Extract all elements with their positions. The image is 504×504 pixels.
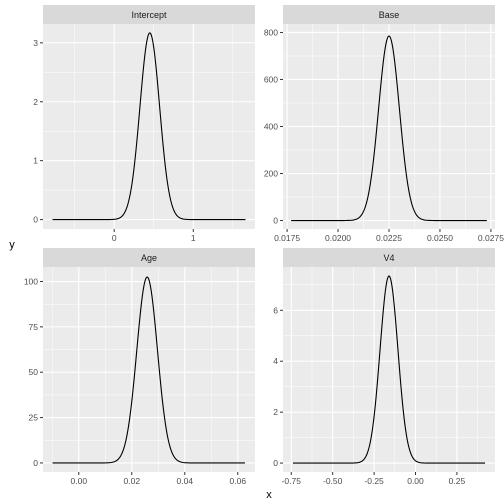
facet-panel-intercept: Intercept 0 1 0 1 2 3 bbox=[33, 5, 255, 243]
facet-strip bbox=[43, 248, 255, 267]
x-tick-label: 0.0200 bbox=[325, 233, 351, 243]
x-tick-label: -0.50 bbox=[323, 476, 343, 486]
x-tick-label: 0.25 bbox=[449, 476, 466, 486]
y-tick-label: 75 bbox=[29, 322, 39, 332]
density-curve bbox=[52, 32, 246, 221]
x-tick-label: 0.0275 bbox=[478, 233, 504, 243]
y-tick-label: 3 bbox=[33, 38, 38, 48]
facet-strip bbox=[283, 248, 495, 267]
x-axis-title: x bbox=[266, 489, 272, 501]
x-tick-label: 0.0250 bbox=[427, 233, 453, 243]
y-tick-label: 2 bbox=[33, 97, 38, 107]
y-tick-label: 0 bbox=[33, 215, 38, 225]
y-axis-title: y bbox=[9, 239, 15, 251]
x-tick-label: 0.00 bbox=[71, 476, 88, 486]
plot-panel-background bbox=[283, 267, 495, 472]
y-tick-label: 800 bbox=[264, 27, 278, 37]
x-tick-label: 0.02 bbox=[124, 476, 141, 486]
facet-strip-label: Age bbox=[141, 253, 157, 263]
facet-panel-base: Base 0.0175 0.0200 0.0225 0.0250 0.0275 0 200 40… bbox=[264, 5, 504, 243]
x-tick-label: 1 bbox=[191, 233, 196, 243]
y-tick-label: 2 bbox=[273, 407, 278, 417]
y-tick-label: 1 bbox=[33, 156, 38, 166]
y-tick-label: 0 bbox=[273, 458, 278, 468]
x-tick-label: -0.75 bbox=[282, 476, 302, 486]
facet-strip bbox=[43, 5, 255, 24]
y-tick-label: 50 bbox=[29, 367, 39, 377]
y-tick-label: 400 bbox=[264, 122, 278, 132]
x-tick-label: 0.04 bbox=[177, 476, 194, 486]
x-tick-label: 0 bbox=[112, 233, 117, 243]
facet-panel-v4: V4 -0.75 -0.50 -0.25 0.00 0.25 0 2 4 6 bbox=[273, 248, 495, 486]
x-tick-label: 0.06 bbox=[230, 476, 247, 486]
y-tick-label: 100 bbox=[24, 277, 38, 287]
density-curve bbox=[52, 276, 245, 464]
y-tick-label: 0 bbox=[273, 216, 278, 226]
facet-strip-label: V4 bbox=[383, 253, 394, 263]
plot-panel-background bbox=[43, 24, 255, 229]
y-tick-label: 6 bbox=[273, 305, 278, 315]
y-tick-label: 600 bbox=[264, 74, 278, 84]
plot-panel-background bbox=[43, 267, 255, 472]
facet-panel-age: Age 0.00 0.02 0.04 0.06 0 25 50 75 100 bbox=[24, 248, 255, 486]
facet-strip bbox=[283, 5, 495, 24]
x-tick-label: -0.25 bbox=[364, 476, 384, 486]
y-tick-label: 25 bbox=[29, 413, 39, 423]
facet-strip-label: Intercept bbox=[131, 10, 167, 20]
x-tick-label: 0.00 bbox=[407, 476, 424, 486]
x-tick-label: 0.0175 bbox=[274, 233, 300, 243]
density-curve bbox=[291, 35, 487, 222]
x-tick-label: 0.0225 bbox=[376, 233, 402, 243]
density-curve bbox=[292, 275, 486, 464]
y-tick-label: 4 bbox=[273, 356, 278, 366]
y-tick-label: 200 bbox=[264, 169, 278, 179]
y-tick-label: 0 bbox=[33, 458, 38, 468]
facet-strip-label: Base bbox=[379, 10, 400, 20]
